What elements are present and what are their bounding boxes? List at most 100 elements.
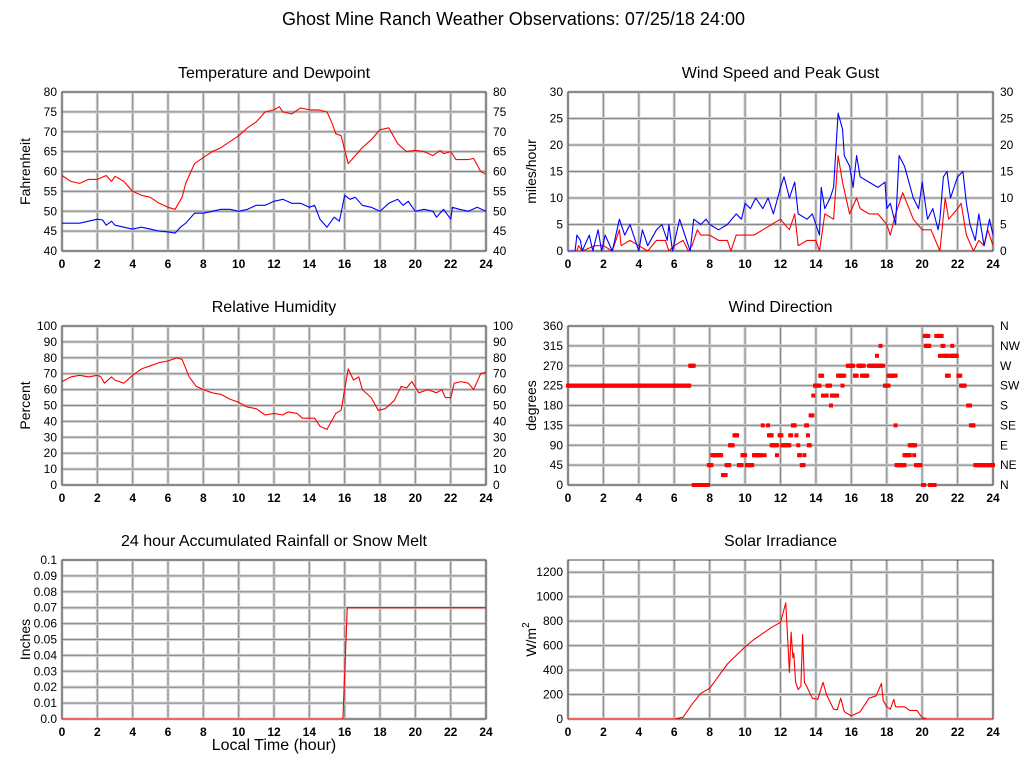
wind-direction-point bbox=[796, 443, 801, 448]
wind-direction-point bbox=[828, 383, 833, 388]
plot-frame bbox=[567, 559, 994, 720]
wind-direction-point bbox=[939, 333, 944, 338]
y-tick-label: 600 bbox=[543, 639, 563, 653]
y-tick-label-right: 65 bbox=[493, 145, 507, 159]
rainfall-chart-title: 24 hour Accumulated Rainfall or Snow Mel… bbox=[121, 533, 427, 550]
x-tick-label: 12 bbox=[267, 491, 281, 505]
wind-direction-point bbox=[875, 353, 880, 358]
x-tick-label: 8 bbox=[200, 257, 207, 271]
wind-direction-point bbox=[824, 393, 829, 398]
x-tick-label: 20 bbox=[915, 491, 929, 505]
y-axis-label: Percent bbox=[17, 381, 33, 429]
x-tick-label: 2 bbox=[94, 725, 101, 739]
wind-direction-point bbox=[913, 443, 918, 448]
y-tick-label: 50 bbox=[44, 204, 58, 218]
x-tick-label: 8 bbox=[706, 257, 713, 271]
x-tick-label: 22 bbox=[444, 491, 458, 505]
wind-direction-point bbox=[691, 363, 696, 368]
x-tick-label: 18 bbox=[373, 257, 387, 271]
x-tick-label: 2 bbox=[600, 491, 607, 505]
x-tick-label: 18 bbox=[373, 491, 387, 505]
y-tick-label: 30 bbox=[44, 430, 58, 444]
y-tick-label-right: NW bbox=[1000, 339, 1021, 353]
x-tick-label: 20 bbox=[915, 257, 929, 271]
x-tick-label: 4 bbox=[635, 257, 642, 271]
y-tick-label: 15 bbox=[550, 165, 564, 179]
rain-chart: 0 2 4 6 8 10 12 14 16 18 20 22 240.00.010.020.030.04… bbox=[17, 553, 493, 739]
x-tick-label: 16 bbox=[845, 491, 859, 505]
y-tick-label-right: 70 bbox=[493, 125, 507, 139]
y-tick-label: 80 bbox=[44, 351, 58, 365]
y-tick-label-right: 0 bbox=[1000, 244, 1007, 258]
plot-frame bbox=[567, 325, 994, 486]
y-tick-label: 1200 bbox=[536, 565, 563, 579]
y-tick-label: 135 bbox=[543, 418, 563, 432]
wind-direction-point bbox=[918, 463, 923, 468]
wind-direction-point bbox=[759, 453, 764, 458]
x-tick-label: 2 bbox=[94, 257, 101, 271]
x-tick-label: 16 bbox=[338, 257, 352, 271]
y-tick-label: 0.02 bbox=[34, 680, 58, 694]
y-tick-label: 40 bbox=[44, 244, 58, 258]
x-tick-label: 22 bbox=[444, 257, 458, 271]
y-tick-label: 800 bbox=[543, 614, 563, 628]
x-tick-label: 14 bbox=[303, 491, 317, 505]
y-tick-label: 0.1 bbox=[40, 553, 57, 567]
x-tick-label: 22 bbox=[951, 725, 965, 739]
wind-direction-point bbox=[789, 433, 794, 438]
wind-direction-point bbox=[828, 403, 833, 408]
x-tick-label: 18 bbox=[373, 725, 387, 739]
wind-direction-point bbox=[835, 393, 840, 398]
wind-direction-point bbox=[766, 423, 771, 428]
y-axis-label: Inches bbox=[17, 619, 33, 660]
y-axis-label: W/m2 bbox=[521, 622, 539, 657]
y-tick-label-right: E bbox=[1000, 438, 1008, 452]
wind-direction-point bbox=[840, 383, 845, 388]
x-tick-label: 4 bbox=[635, 491, 642, 505]
y-tick-label-right: 80 bbox=[493, 85, 507, 99]
y-tick-label: 65 bbox=[44, 145, 58, 159]
y-tick-label: 60 bbox=[44, 383, 58, 397]
wind-direction-point bbox=[878, 343, 883, 348]
wind-direction-point bbox=[926, 333, 931, 338]
wind-direction-point bbox=[893, 373, 898, 378]
y-tick-label: 30 bbox=[550, 85, 564, 99]
wind-direction-point bbox=[944, 353, 949, 358]
x-tick-label: 6 bbox=[671, 725, 678, 739]
x-tick-label: 24 bbox=[986, 725, 1000, 739]
humidity-chart-title: Relative Humidity bbox=[211, 299, 337, 316]
y-axis-label: miles/hour bbox=[523, 139, 539, 204]
wind-direction-point bbox=[820, 373, 825, 378]
x-tick-label: 4 bbox=[129, 257, 136, 271]
wind-direction-point bbox=[797, 453, 802, 458]
x-tick-label: 0 bbox=[59, 257, 66, 271]
y-tick-label: 40 bbox=[44, 414, 58, 428]
y-tick-label: 0 bbox=[556, 712, 563, 726]
x-tick-label: 6 bbox=[165, 257, 172, 271]
y-tick-label: 10 bbox=[44, 462, 58, 476]
wind-direction-point bbox=[851, 363, 856, 368]
y-tick-label: 20 bbox=[550, 138, 564, 152]
y-tick-label: 55 bbox=[44, 184, 58, 198]
x-tick-label: 22 bbox=[951, 491, 965, 505]
y-tick-label-right: 90 bbox=[493, 335, 507, 349]
wind-direction-point bbox=[730, 443, 735, 448]
wind-direction-point bbox=[723, 473, 728, 478]
y-tick-label-right: 15 bbox=[1000, 165, 1014, 179]
wind-direction-point bbox=[854, 373, 859, 378]
x-tick-label: 0 bbox=[565, 257, 572, 271]
wind-direction-point bbox=[760, 423, 765, 428]
x-tick-label: 10 bbox=[738, 257, 752, 271]
y-tick-label-right: 80 bbox=[493, 351, 507, 365]
temp-series-0 bbox=[61, 106, 487, 210]
wind-direction-point bbox=[750, 463, 755, 468]
wind-direction-point bbox=[938, 353, 943, 358]
y-axis-label-superscript: 2 bbox=[521, 622, 532, 628]
y-tick-label: 0.09 bbox=[34, 569, 58, 583]
x-tick-label: 8 bbox=[706, 491, 713, 505]
wind-direction-point bbox=[802, 453, 807, 458]
wind-direction-point bbox=[687, 383, 692, 388]
y-tick-label: 45 bbox=[550, 458, 564, 472]
